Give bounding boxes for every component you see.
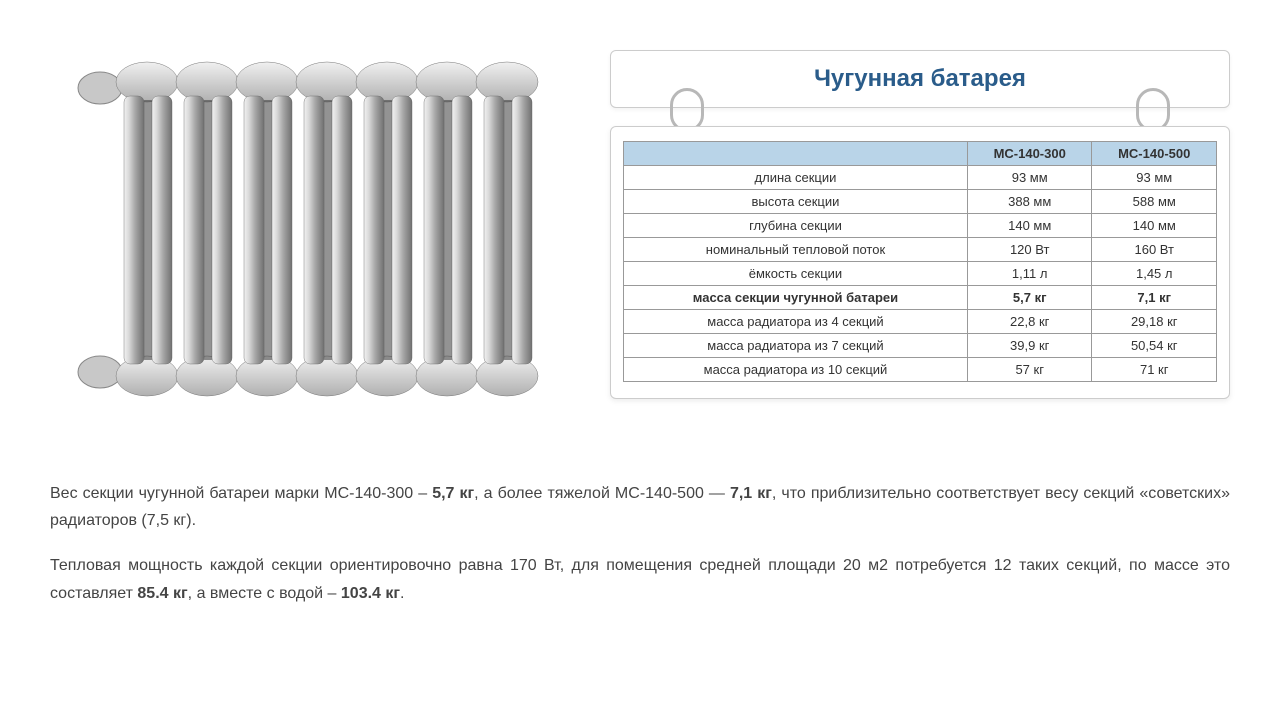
cell-param: масса секции чугунной батареи xyxy=(624,286,968,310)
spec-card: МС-140-300 МС-140-500 длина секции93 мм9… xyxy=(610,126,1230,399)
info-panel: Чугунная батарея МС-140-300 МС-140-500 д… xyxy=(610,30,1230,430)
cell-v2: 1,45 л xyxy=(1092,262,1217,286)
cell-v1: 39,9 кг xyxy=(967,334,1092,358)
cell-param: длина секции xyxy=(624,166,968,190)
cell-v2: 140 мм xyxy=(1092,214,1217,238)
description-text: Вес секции чугунной батареи марки МС-140… xyxy=(50,480,1230,607)
cell-v1: 5,7 кг xyxy=(967,286,1092,310)
card-title: Чугунная батарея xyxy=(610,50,1230,108)
paragraph-1: Вес секции чугунной батареи марки МС-140… xyxy=(50,480,1230,534)
col-param xyxy=(624,142,968,166)
table-row: глубина секции140 мм140 мм xyxy=(624,214,1217,238)
table-row: номинальный тепловой поток120 Вт160 Вт xyxy=(624,238,1217,262)
cell-v1: 93 мм xyxy=(967,166,1092,190)
cell-v2: 7,1 кг xyxy=(1092,286,1217,310)
radiator-illustration xyxy=(50,30,570,430)
paragraph-2: Тепловая мощность каждой секции ориентир… xyxy=(50,552,1230,606)
cell-v1: 57 кг xyxy=(967,358,1092,382)
col-model-2: МС-140-500 xyxy=(1092,142,1217,166)
table-row: ёмкость секции1,11 л1,45 л xyxy=(624,262,1217,286)
cell-param: ёмкость секции xyxy=(624,262,968,286)
cell-v2: 50,54 кг xyxy=(1092,334,1217,358)
cell-param: номинальный тепловой поток xyxy=(624,238,968,262)
cell-v1: 22,8 кг xyxy=(967,310,1092,334)
cell-param: масса радиатора из 4 секций xyxy=(624,310,968,334)
cell-v2: 160 Вт xyxy=(1092,238,1217,262)
cell-v2: 71 кг xyxy=(1092,358,1217,382)
cell-param: масса радиатора из 10 секций xyxy=(624,358,968,382)
col-model-1: МС-140-300 xyxy=(967,142,1092,166)
cell-v2: 93 мм xyxy=(1092,166,1217,190)
cell-param: глубина секции xyxy=(624,214,968,238)
table-row: масса радиатора из 7 секций39,9 кг50,54 … xyxy=(624,334,1217,358)
spec-table: МС-140-300 МС-140-500 длина секции93 мм9… xyxy=(623,141,1217,382)
cell-v1: 1,11 л xyxy=(967,262,1092,286)
cell-param: масса радиатора из 7 секций xyxy=(624,334,968,358)
table-row: высота секции388 мм588 мм xyxy=(624,190,1217,214)
cell-v1: 120 Вт xyxy=(967,238,1092,262)
cell-v2: 29,18 кг xyxy=(1092,310,1217,334)
cell-v1: 140 мм xyxy=(967,214,1092,238)
table-row: масса радиатора из 4 секций22,8 кг29,18 … xyxy=(624,310,1217,334)
table-row: масса секции чугунной батареи5,7 кг7,1 к… xyxy=(624,286,1217,310)
table-row: масса радиатора из 10 секций57 кг71 кг xyxy=(624,358,1217,382)
cell-v1: 388 мм xyxy=(967,190,1092,214)
cell-v2: 588 мм xyxy=(1092,190,1217,214)
table-row: длина секции93 мм93 мм xyxy=(624,166,1217,190)
cell-param: высота секции xyxy=(624,190,968,214)
radiator-svg xyxy=(70,40,550,420)
table-header-row: МС-140-300 МС-140-500 xyxy=(624,142,1217,166)
